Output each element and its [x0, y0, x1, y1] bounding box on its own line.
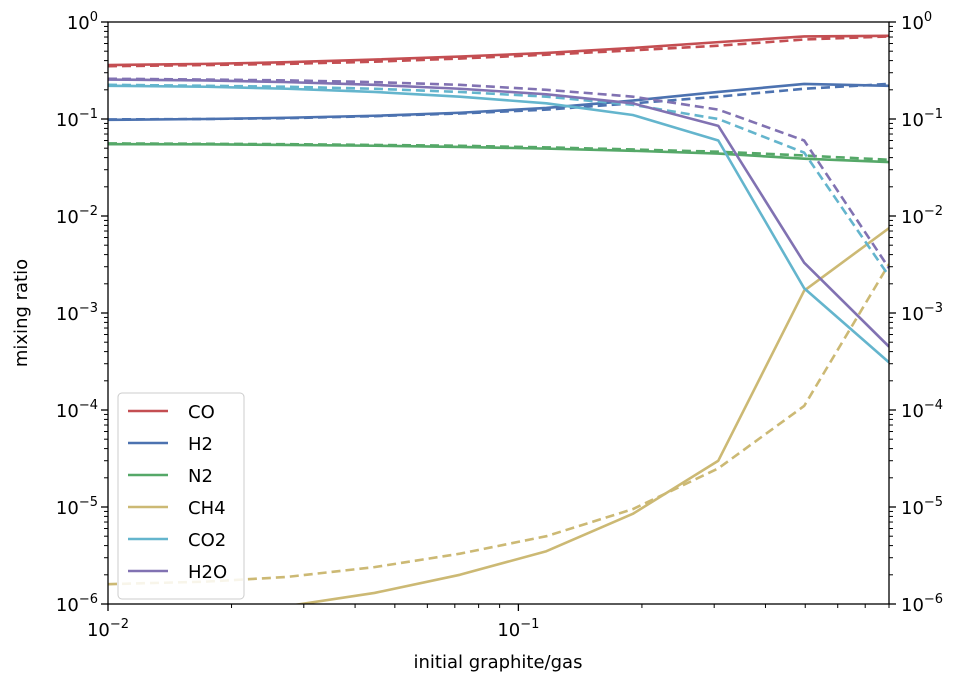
legend: CO H2 N2 CH4 CO2 H2O: [118, 393, 244, 599]
legend-label-co: CO: [188, 402, 215, 423]
legend-label-h2o: H2O: [188, 562, 227, 583]
legend-label-h2: H2: [188, 434, 213, 455]
legend-label-n2: N2: [188, 466, 213, 487]
legend-label-ch4: CH4: [188, 498, 226, 519]
x-axis-label: initial graphite/gas: [414, 652, 583, 673]
legend-label-co2: CO2: [188, 530, 226, 551]
y-axis-label: mixing ratio: [11, 259, 32, 367]
